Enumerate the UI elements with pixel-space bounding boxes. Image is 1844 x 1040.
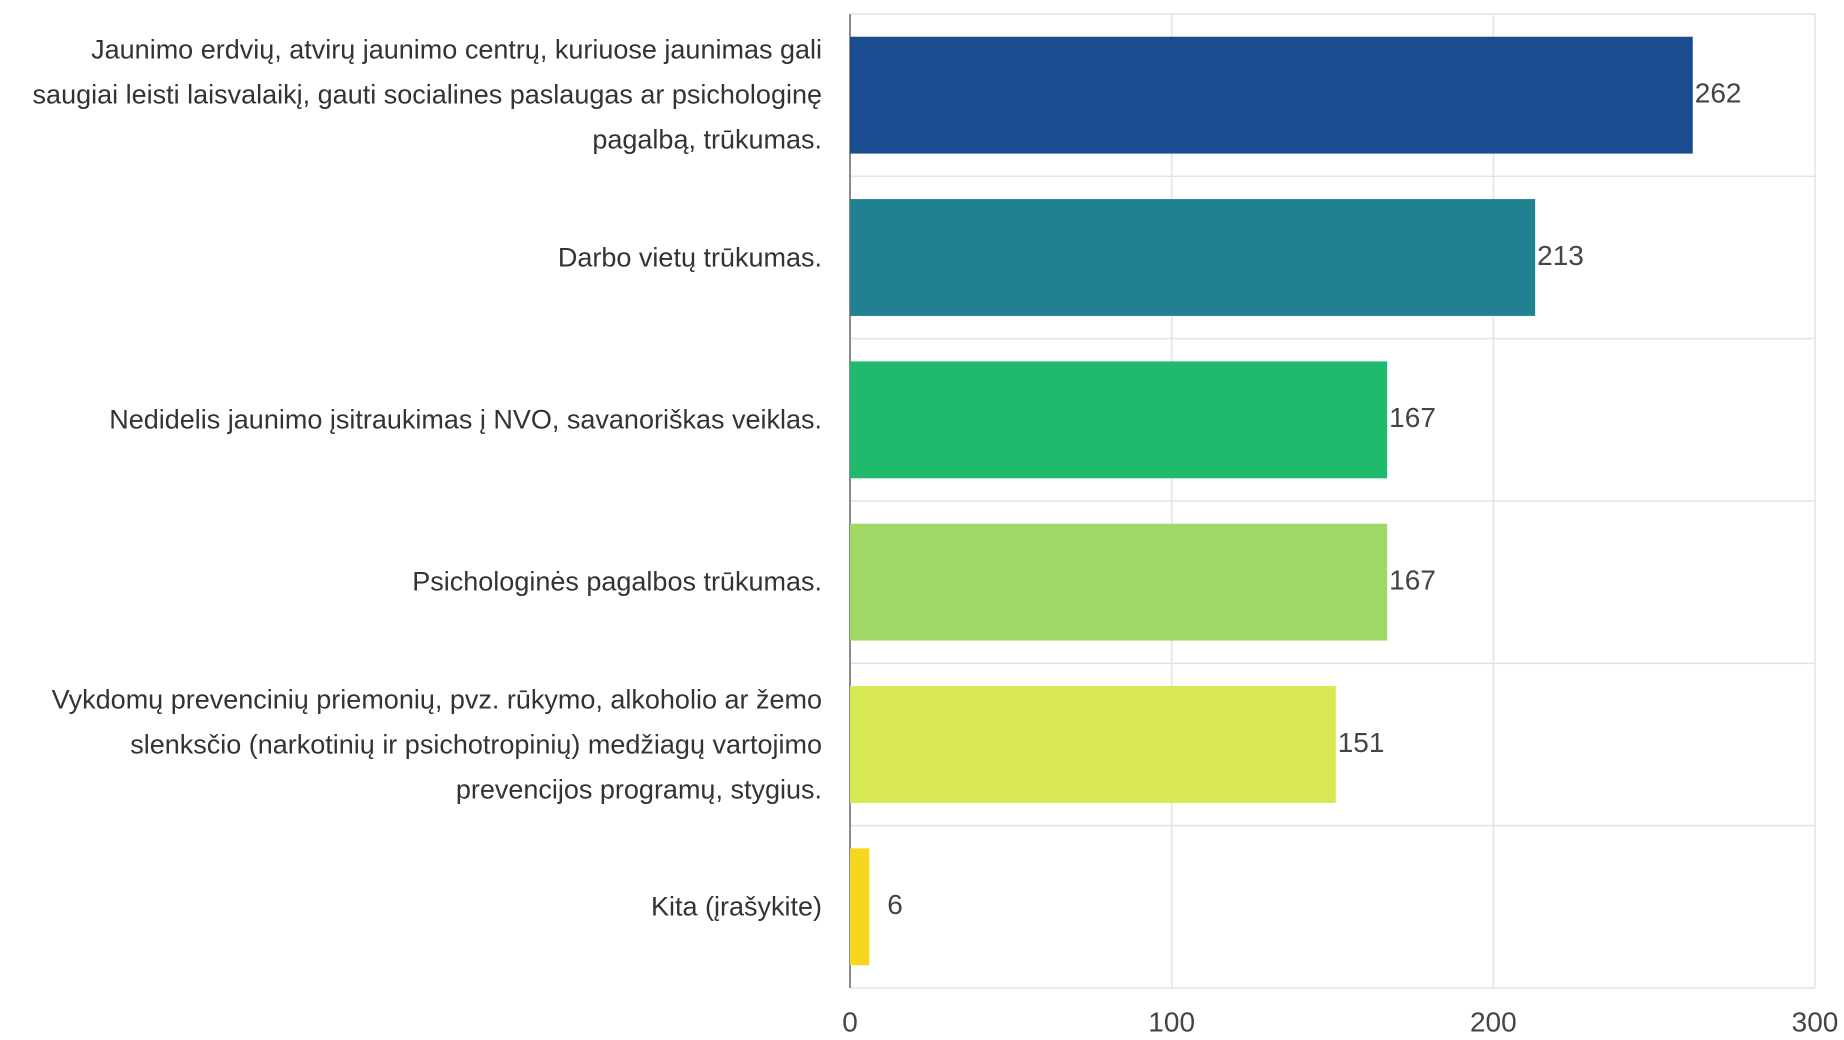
category-label: Vykdomų prevencinių priemonių, pvz. rūky… — [51, 684, 822, 804]
x-tick-label: 100 — [1148, 1006, 1195, 1037]
category-label: Jaunimo erdvių, atvirų jaunimo centrų, k… — [32, 34, 822, 155]
x-tick-label: 0 — [842, 1006, 858, 1037]
value-label: 213 — [1537, 240, 1584, 271]
value-label: 167 — [1389, 565, 1436, 596]
bar — [850, 523, 1388, 641]
bar — [850, 36, 1693, 154]
value-label: 167 — [1389, 402, 1436, 433]
x-tick-label: 200 — [1470, 1006, 1517, 1037]
bar — [850, 361, 1388, 479]
value-label: 262 — [1695, 78, 1742, 109]
bar — [850, 848, 870, 966]
category-label: Psichologinės pagalbos trūkumas. — [412, 566, 822, 597]
x-tick-label: 300 — [1792, 1006, 1839, 1037]
value-label: 151 — [1338, 727, 1385, 758]
category-label: Kita (įrašykite) — [650, 891, 822, 922]
bar — [850, 686, 1336, 803]
category-label: Nedidelis jaunimo įsitraukimas į NVO, sa… — [109, 404, 822, 435]
category-label: Darbo vietų trūkumas. — [557, 242, 822, 272]
value-label: 6 — [887, 889, 903, 920]
bar — [850, 199, 1536, 316]
